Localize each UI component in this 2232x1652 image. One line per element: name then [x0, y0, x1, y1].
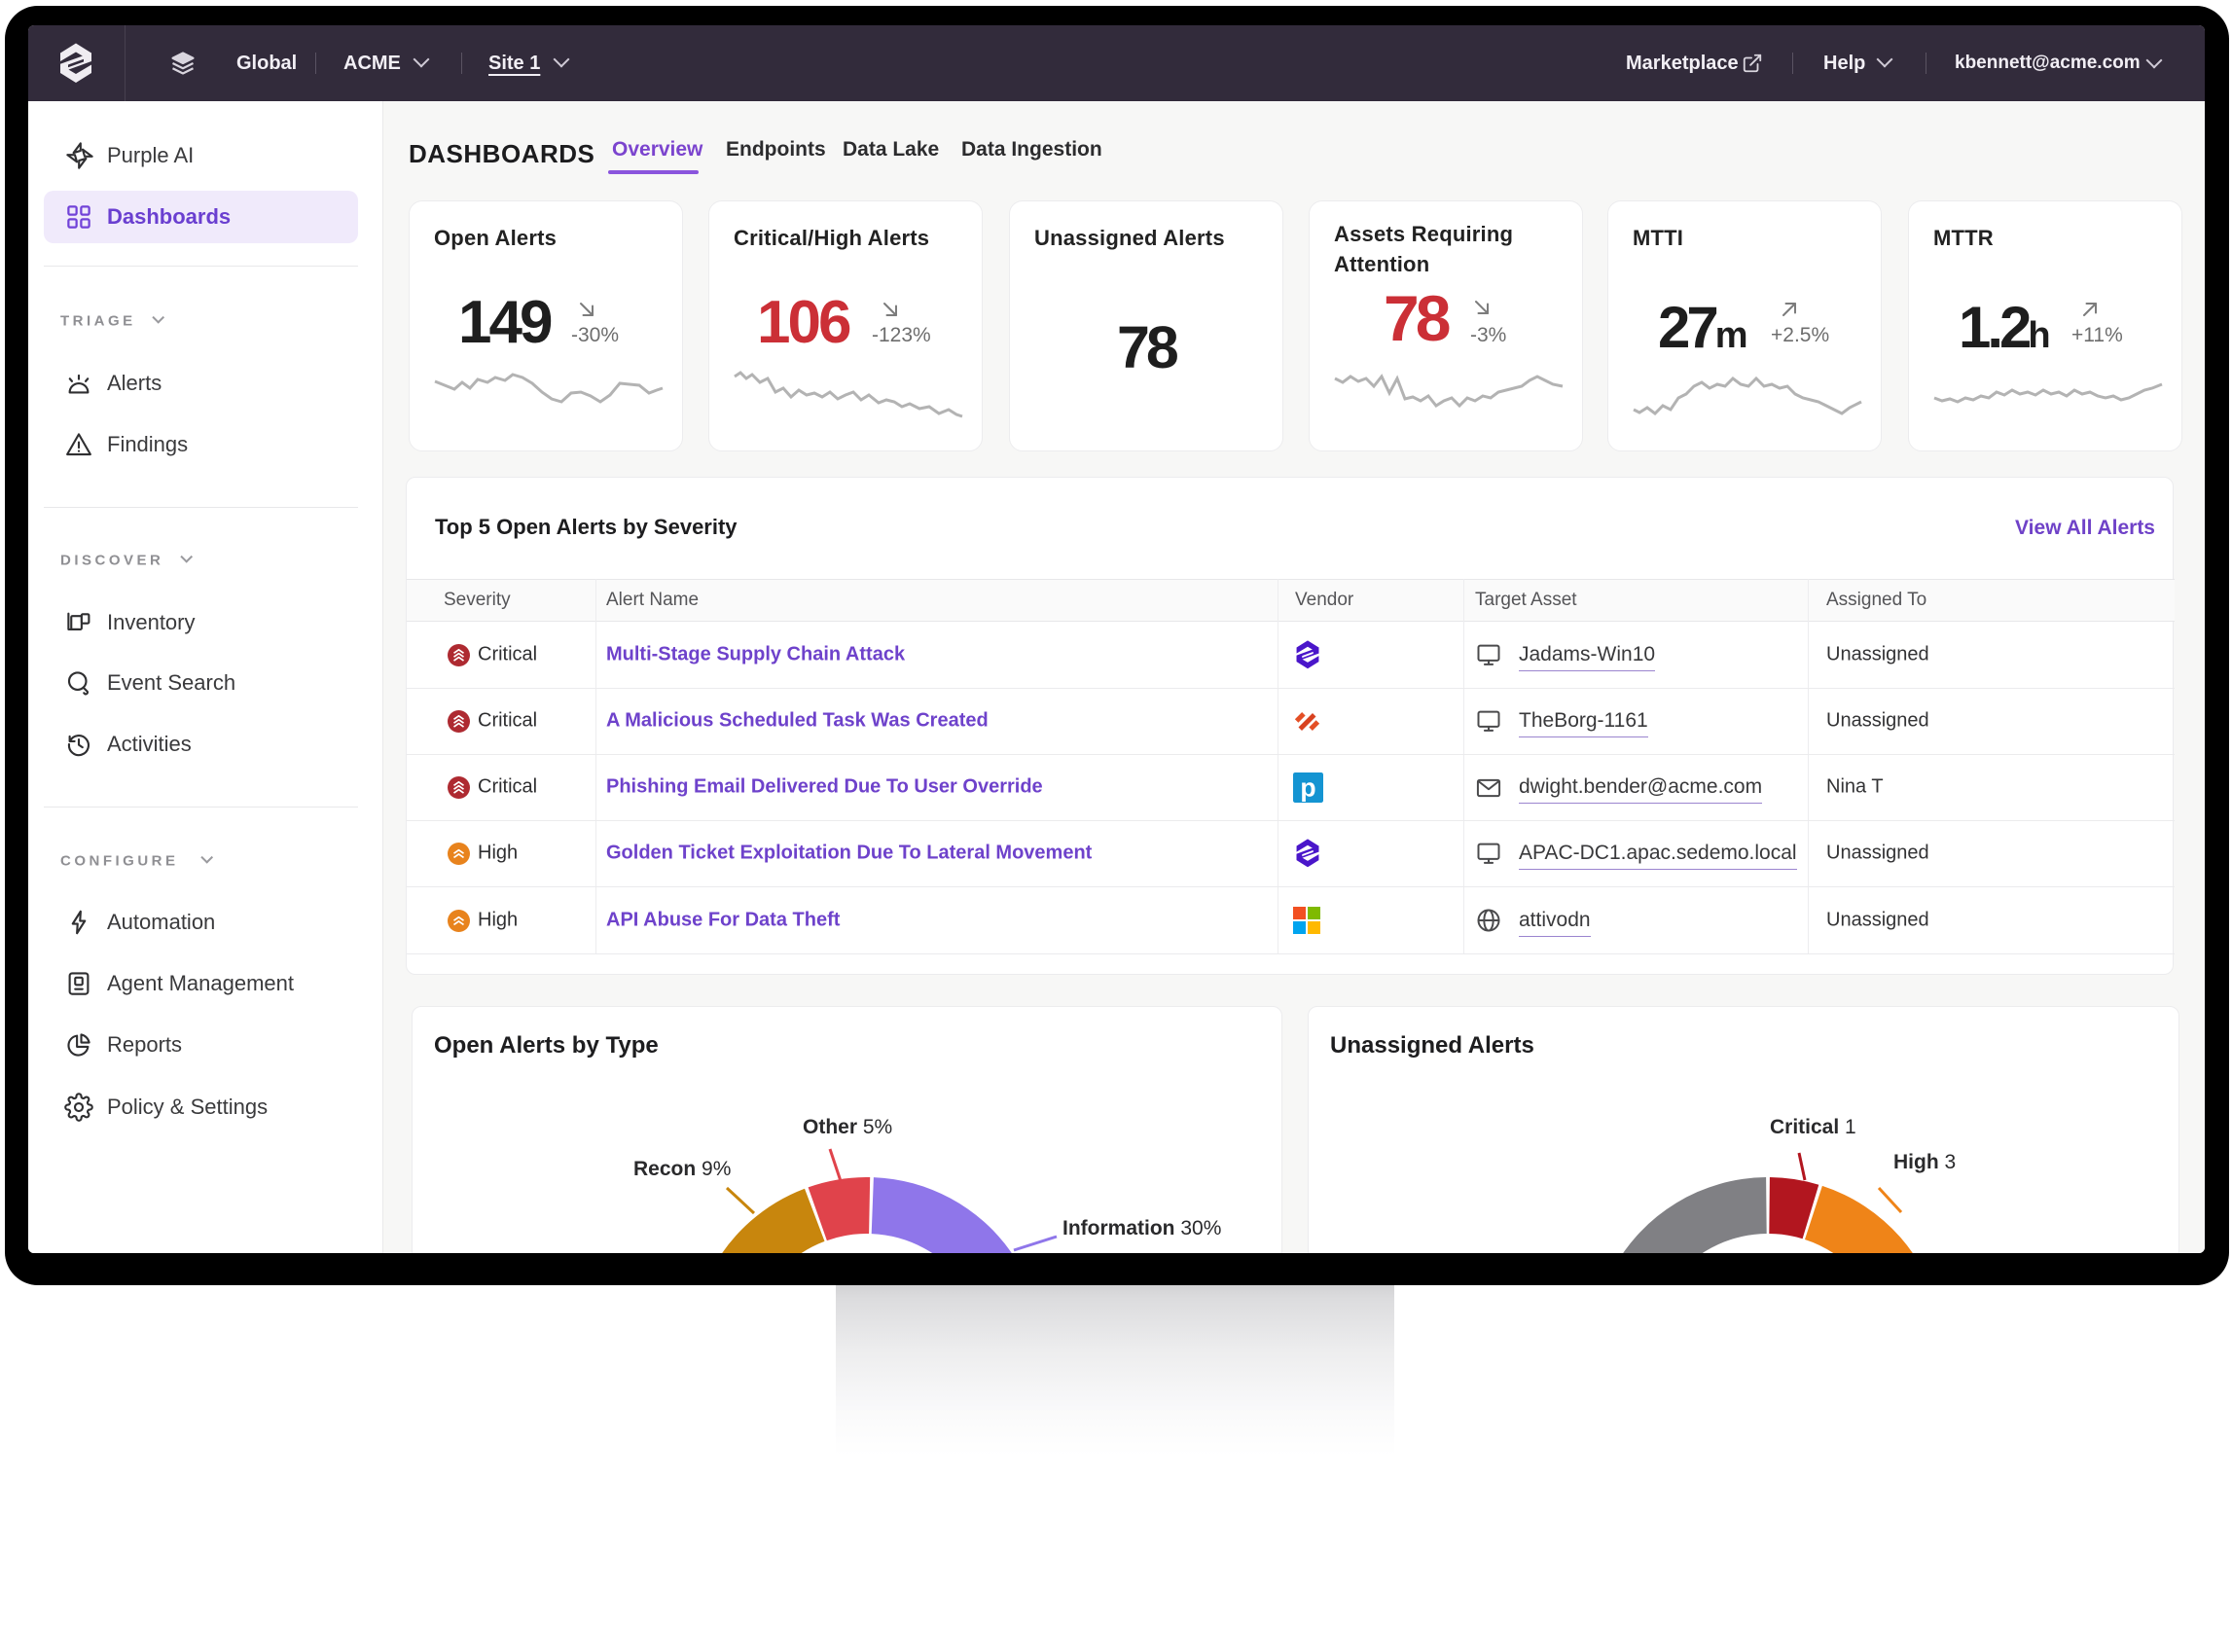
svg-text:p: p: [1300, 772, 1315, 802]
